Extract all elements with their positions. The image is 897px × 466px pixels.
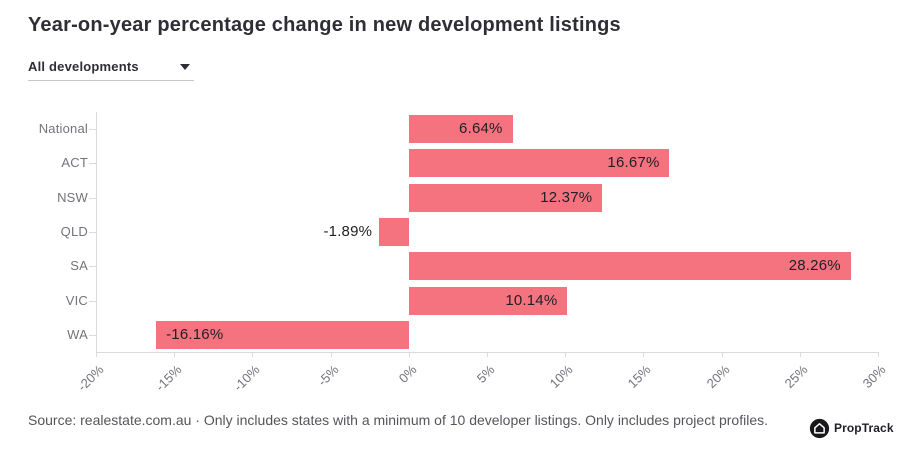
y-tick-mark — [89, 335, 96, 336]
x-tick-mark — [878, 352, 879, 357]
x-tick-mark — [174, 352, 176, 357]
x-tick-mark — [252, 352, 254, 357]
bar-qld[interactable] — [379, 218, 409, 246]
category-label-qld: QLD — [60, 224, 88, 239]
x-tick-label: -10% — [230, 362, 263, 395]
x-tick-label: 30% — [859, 362, 889, 392]
x-tick-label: 15% — [624, 362, 654, 392]
x-tick-label: 20% — [703, 362, 733, 392]
x-tick-mark — [643, 352, 645, 357]
x-tick-label: -5% — [314, 362, 342, 389]
y-tick-mark — [89, 232, 96, 233]
bar-wa[interactable] — [156, 321, 409, 349]
x-tick-mark — [408, 352, 410, 357]
value-label-act: 16.67% — [607, 154, 660, 171]
bar-nsw[interactable] — [408, 184, 603, 212]
y-tick-mark — [89, 129, 96, 130]
category-label-nsw: NSW — [57, 190, 88, 205]
value-label-qld: -1.89% — [323, 223, 373, 240]
bar-national[interactable] — [408, 115, 513, 143]
x-tick-mark — [96, 352, 97, 357]
bar-sa[interactable] — [408, 252, 851, 280]
proptrack-logo: PropTrack — [809, 416, 894, 440]
category-label-national: National — [38, 121, 88, 136]
chevron-down-icon — [180, 63, 190, 70]
bar-vic[interactable] — [408, 287, 568, 315]
value-label-wa: -16.16% — [166, 326, 224, 343]
category-label-sa: SA — [70, 258, 88, 273]
x-tick-label: 10% — [546, 362, 576, 392]
y-tick-mark — [89, 163, 96, 164]
y-tick-mark — [89, 301, 96, 302]
x-tick-label: 5% — [473, 362, 498, 386]
x-tick-label: 25% — [781, 362, 811, 392]
x-tick-label: -20% — [74, 362, 107, 395]
y-axis-line — [96, 112, 97, 352]
y-tick-mark — [89, 266, 96, 267]
x-tick-mark — [721, 352, 723, 357]
value-label-national: 6.64% — [459, 120, 503, 137]
proptrack-house-icon — [809, 418, 830, 438]
value-label-sa: 28.26% — [788, 257, 841, 274]
category-label-vic: VIC — [65, 293, 88, 308]
x-tick-mark — [487, 352, 488, 357]
value-label-nsw: 12.37% — [540, 189, 593, 206]
y-tick-mark — [89, 198, 96, 199]
x-tick-mark — [565, 352, 567, 357]
category-label-act: ACT — [61, 155, 88, 170]
x-tick-mark — [799, 352, 801, 357]
bar-act[interactable] — [408, 149, 670, 177]
proptrack-wordmark: PropTrack — [834, 421, 894, 435]
chart-title: Year-on-year percentage change in new de… — [28, 14, 621, 36]
category-label-wa: WA — [67, 327, 88, 342]
x-tick-label: 0% — [395, 362, 420, 386]
source-note: Source: realestate.com.au · Only include… — [28, 412, 769, 428]
developments-filter-dropdown[interactable]: All developments — [28, 57, 194, 81]
value-label-vic: 10.14% — [505, 292, 558, 309]
x-tick-label: -15% — [152, 362, 185, 395]
x-tick-mark — [330, 352, 332, 357]
dropdown-selected-value: All developments — [28, 59, 139, 74]
